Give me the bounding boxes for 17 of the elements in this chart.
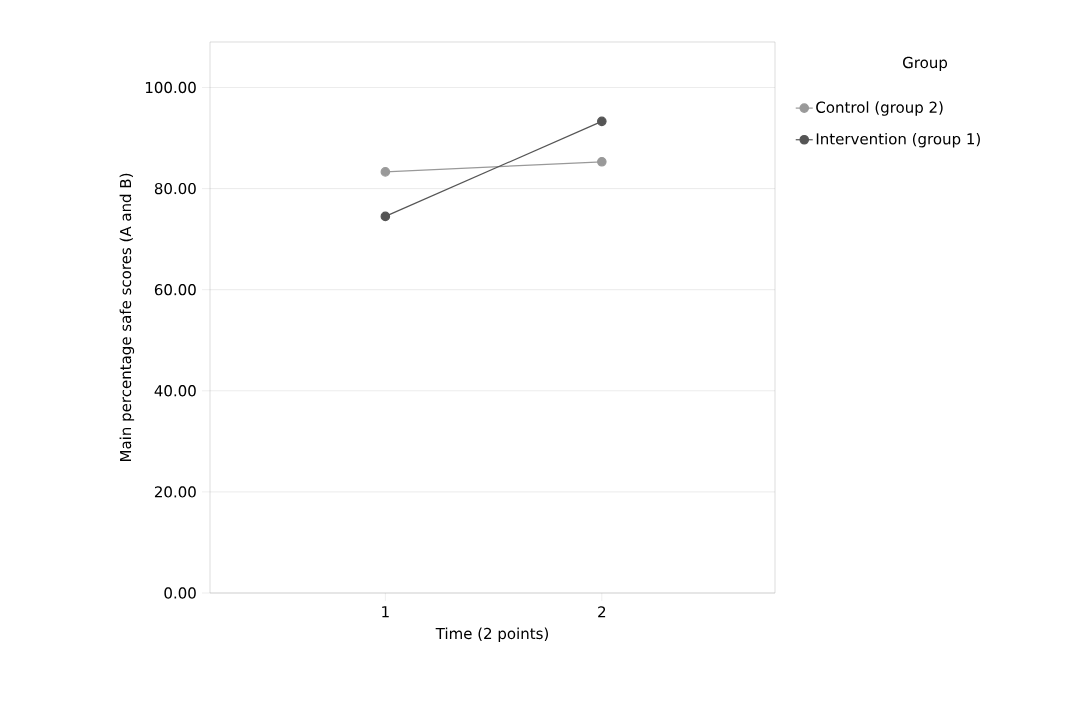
y-tick-label: 40.00 [154, 385, 196, 397]
legend-label: Control (group 2) [816, 101, 943, 116]
legend-label: Intervention (group 1) [816, 132, 980, 148]
legend-title: Group [903, 56, 948, 72]
y-tick-label: 20.00 [154, 486, 196, 498]
y-tick-label: 0.00 [164, 587, 196, 599]
y-tick-label: 60.00 [154, 284, 196, 296]
point [380, 167, 391, 177]
x-tick-label: 1 [382, 606, 389, 618]
y-tick-label: 80.00 [154, 182, 196, 195]
y-axis-title: Main percentage safe scores (A and B) [119, 173, 135, 461]
x-tick-label: 2 [598, 606, 606, 618]
x-axis-title: Time (2 points) [435, 627, 548, 643]
point [597, 116, 607, 127]
y-tick-label: 100.00 [145, 81, 196, 94]
point [597, 157, 607, 167]
point [380, 211, 391, 222]
